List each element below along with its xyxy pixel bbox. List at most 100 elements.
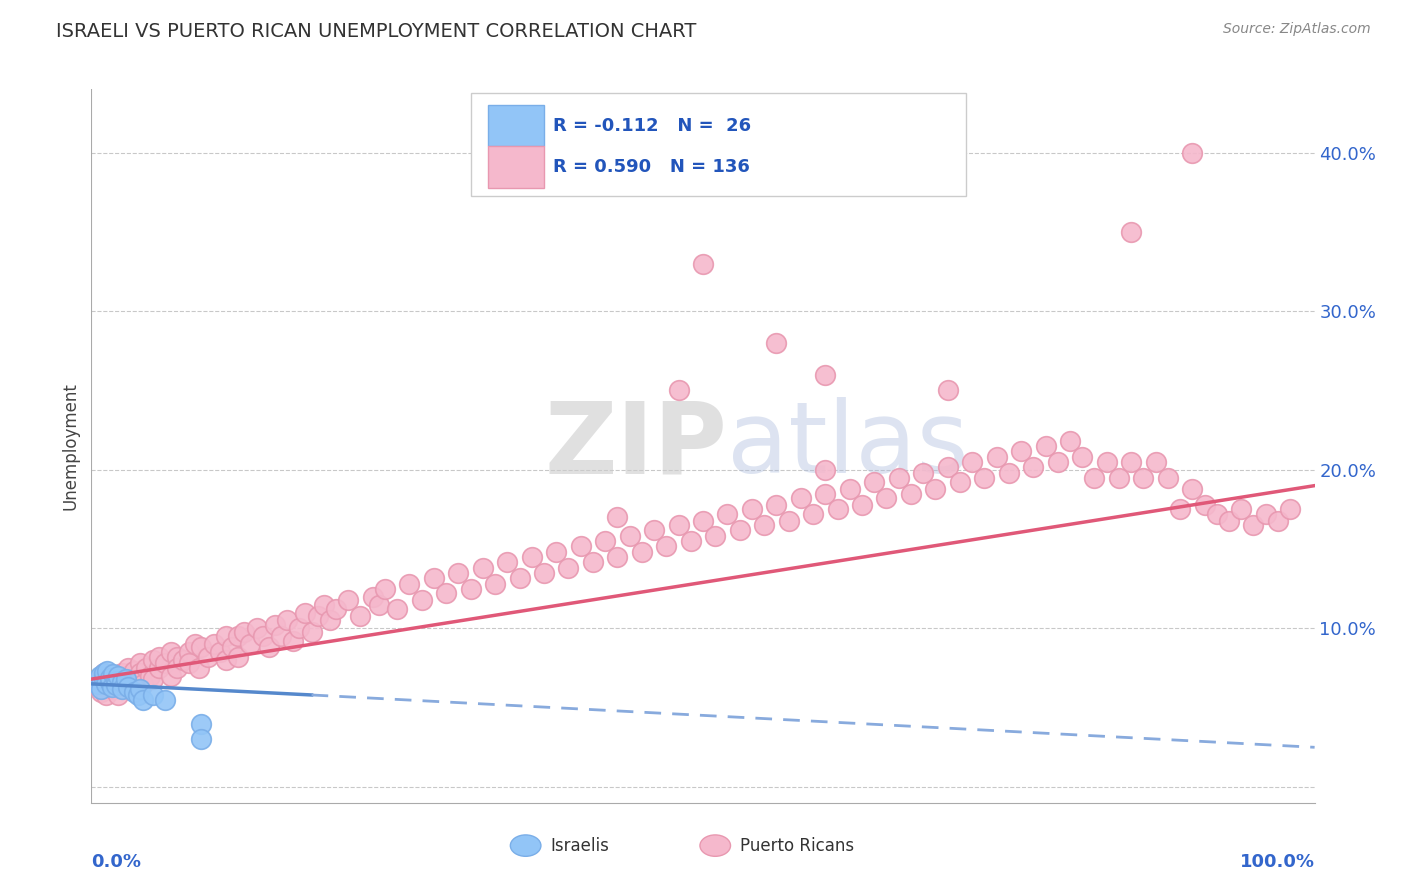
Point	[129, 665, 152, 680]
Point	[103, 667, 125, 681]
Point	[1022, 459, 1045, 474]
Point	[104, 672, 127, 686]
Point	[692, 514, 714, 528]
Point	[141, 653, 163, 667]
Point	[93, 665, 115, 680]
Point	[141, 688, 163, 702]
Point	[226, 649, 249, 664]
Point	[692, 257, 714, 271]
Text: 0.0%: 0.0%	[91, 853, 142, 871]
Point	[325, 602, 347, 616]
Point	[912, 466, 935, 480]
Point	[160, 669, 183, 683]
Point	[1121, 455, 1143, 469]
Point	[90, 681, 112, 696]
Point	[838, 482, 860, 496]
Point	[471, 561, 494, 575]
Point	[460, 582, 482, 596]
Point	[606, 549, 628, 564]
Point	[349, 608, 371, 623]
Point	[423, 571, 446, 585]
Point	[814, 486, 837, 500]
FancyBboxPatch shape	[471, 93, 966, 196]
Point	[257, 640, 280, 655]
Point	[307, 608, 329, 623]
Point	[301, 624, 323, 639]
Point	[93, 665, 115, 680]
FancyBboxPatch shape	[488, 146, 544, 187]
Point	[814, 463, 837, 477]
Point	[153, 657, 176, 671]
Point	[111, 665, 134, 680]
Point	[557, 561, 579, 575]
Point	[179, 645, 201, 659]
Point	[411, 592, 433, 607]
Point	[96, 664, 118, 678]
FancyBboxPatch shape	[488, 105, 544, 146]
Point	[716, 507, 738, 521]
Point	[197, 649, 219, 664]
Point	[104, 678, 127, 692]
Point	[132, 677, 155, 691]
Point	[1205, 507, 1227, 521]
Point	[374, 582, 396, 596]
Point	[160, 645, 183, 659]
Point	[361, 590, 384, 604]
Point	[117, 672, 139, 686]
Point	[619, 529, 641, 543]
Point	[973, 471, 995, 485]
Point	[1046, 455, 1069, 469]
Point	[166, 661, 188, 675]
Point	[1181, 145, 1204, 160]
Point	[239, 637, 262, 651]
Point	[1010, 443, 1032, 458]
Point	[986, 450, 1008, 464]
Point	[728, 523, 751, 537]
Point	[679, 534, 702, 549]
Point	[129, 681, 152, 696]
Point	[153, 692, 176, 706]
Point	[117, 680, 139, 694]
Point	[148, 649, 170, 664]
Point	[1121, 225, 1143, 239]
Ellipse shape	[510, 835, 541, 856]
Point	[668, 384, 690, 398]
Point	[509, 571, 531, 585]
Point	[875, 178, 898, 192]
Point	[875, 491, 898, 506]
Point	[276, 614, 298, 628]
Point	[141, 672, 163, 686]
Point	[111, 677, 134, 691]
Ellipse shape	[700, 835, 731, 856]
Point	[111, 675, 134, 690]
Point	[801, 507, 824, 521]
Point	[863, 475, 886, 490]
Point	[1035, 439, 1057, 453]
Text: ISRAELI VS PUERTO RICAN UNEMPLOYMENT CORRELATION CHART: ISRAELI VS PUERTO RICAN UNEMPLOYMENT COR…	[56, 22, 696, 41]
Text: ZIP: ZIP	[544, 398, 727, 494]
Point	[233, 624, 256, 639]
Point	[1144, 455, 1167, 469]
Y-axis label: Unemployment: Unemployment	[62, 382, 80, 510]
Text: Israelis: Israelis	[550, 837, 609, 855]
Point	[496, 555, 519, 569]
Point	[998, 466, 1021, 480]
Point	[1168, 502, 1191, 516]
Point	[367, 598, 389, 612]
Point	[778, 514, 800, 528]
Point	[582, 555, 605, 569]
Point	[107, 688, 129, 702]
Point	[190, 640, 212, 655]
Point	[704, 529, 727, 543]
Point	[89, 669, 111, 683]
Point	[1157, 471, 1180, 485]
Point	[104, 673, 127, 688]
Point	[111, 681, 134, 696]
Text: Puerto Ricans: Puerto Ricans	[740, 837, 853, 855]
Point	[1095, 455, 1118, 469]
Point	[606, 510, 628, 524]
Point	[98, 677, 121, 691]
Point	[148, 661, 170, 675]
Point	[221, 640, 243, 655]
Point	[215, 629, 238, 643]
